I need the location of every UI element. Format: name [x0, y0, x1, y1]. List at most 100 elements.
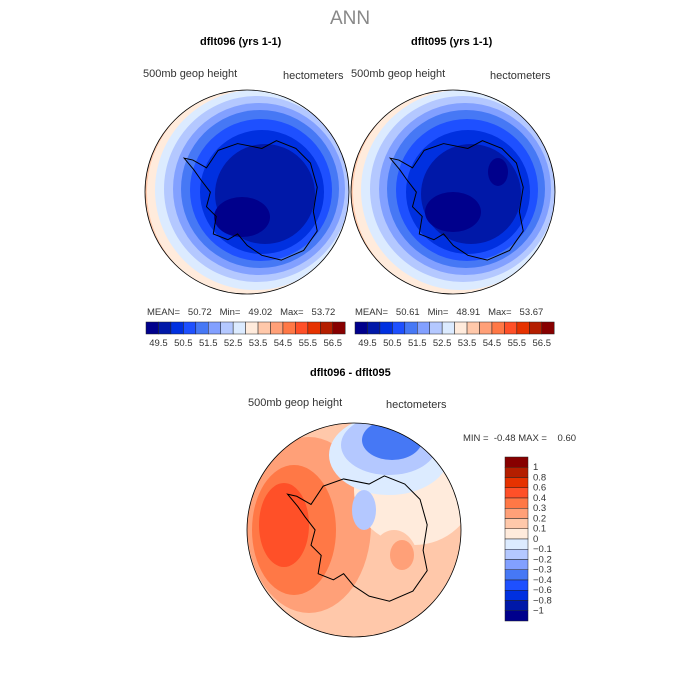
colorbar-cell — [541, 321, 555, 335]
contour-band — [214, 197, 270, 237]
panel1-right-label: hectometers — [283, 70, 344, 82]
antarctica-coastline — [182, 140, 318, 261]
panel1-left-label: 500mb geop height — [143, 68, 238, 80]
colorbar-tick-label: 50.5 — [383, 338, 402, 349]
colorbar-tick-label: 54.5 — [274, 338, 293, 349]
colorbar-tick-label: 0.1 — [533, 524, 546, 535]
colorbar-cell — [491, 321, 505, 335]
antarctica-coastline — [286, 475, 428, 602]
colorbar-tick-label: 0 — [533, 534, 538, 545]
colorbar-tick-label: −0.6 — [533, 585, 552, 596]
colorbar-cell — [417, 321, 430, 335]
panel2-right-label: hectometers — [490, 70, 551, 82]
panel2-stats: MEAN= 50.61 Min= 48.91 Max= 53.67 — [355, 307, 544, 318]
panel3-stats: MIN = -0.48 MAX = 0.60 — [463, 433, 577, 444]
contour-band — [259, 483, 309, 567]
colorbar-cell — [504, 579, 529, 591]
colorbar-cell — [195, 321, 209, 335]
colorbar-cell — [282, 321, 296, 335]
colorbar-cell — [245, 321, 259, 335]
contour-band — [390, 540, 414, 570]
panel2-left-label: 500mb geop height — [351, 68, 446, 80]
contour-band — [488, 158, 508, 186]
colorbar-cell — [504, 508, 529, 519]
colorbar-cell — [504, 549, 529, 560]
panel1-title: dflt096 (yrs 1-1) — [200, 36, 282, 48]
colorbar-cell — [504, 477, 529, 488]
colorbar-tick-label: 56.5 — [324, 338, 343, 349]
colorbar-cell — [354, 321, 368, 335]
map-border — [144, 89, 350, 295]
colorbar-tick-label: 0.6 — [533, 483, 546, 494]
contour-band — [352, 490, 376, 530]
colorbar-cell — [392, 321, 406, 335]
panel3-left-label: 500mb geop height — [248, 397, 343, 409]
colorbar-cell — [504, 590, 529, 601]
colorbar-tick-label: 49.5 — [149, 338, 168, 349]
colorbar-cell — [220, 321, 234, 335]
colorbar-tick-label: 53.5 — [458, 338, 477, 349]
colorbar-tick-label: −0.3 — [533, 565, 552, 576]
colorbar-tick-label: 0.4 — [533, 493, 546, 504]
colorbar-cell — [504, 528, 529, 540]
contour-fills — [247, 423, 461, 637]
colorbar-cell — [379, 321, 393, 335]
panel2-title: dflt095 (yrs 1-1) — [411, 36, 493, 48]
colorbar-cell — [429, 321, 443, 335]
colorbar-cell — [404, 321, 418, 335]
colorbar-cell — [529, 321, 542, 335]
contour-band — [425, 192, 481, 232]
colorbar-cell — [367, 321, 381, 335]
colorbar-cell — [479, 321, 493, 335]
colorbar-cell — [320, 321, 333, 335]
colorbar-cell — [504, 610, 529, 622]
contour-band — [421, 144, 521, 244]
colorbar-tick-label: 51.5 — [199, 338, 218, 349]
colorbar-cell — [504, 569, 529, 581]
colorbar-tick-label: −1 — [533, 606, 544, 617]
colorbar-cell — [516, 321, 530, 335]
colorbar-cell — [504, 538, 529, 550]
colorbar-tick-label: −0.1 — [533, 544, 552, 555]
colorbar-tick-label: −0.4 — [533, 575, 552, 586]
colorbar-cell — [441, 321, 455, 335]
panel3-title: dflt096 - dflt095 — [310, 367, 391, 379]
colorbar-cell — [504, 487, 529, 499]
colorbar-tick-label: 0.3 — [533, 503, 546, 514]
colorbar-cell — [466, 321, 480, 335]
colorbar-cell — [332, 321, 346, 335]
map-border — [350, 89, 556, 295]
colorbar-cell — [504, 600, 529, 611]
colorbar-cell — [504, 497, 529, 509]
colorbar-tick-label: 55.5 — [299, 338, 318, 349]
colorbar-tick-label: 55.5 — [508, 338, 527, 349]
colorbar-cell — [504, 456, 529, 468]
colorbar-tick-label: −0.8 — [533, 595, 552, 606]
colorbar-cell — [504, 321, 518, 335]
colorbar-cell — [208, 321, 221, 335]
colorbar-cell — [270, 321, 284, 335]
colorbar-cell — [504, 559, 529, 570]
figure-title: ANN — [329, 8, 371, 29]
colorbar-cell — [170, 321, 184, 335]
contour-band — [362, 423, 422, 460]
colorbar-tick-label: 56.5 — [533, 338, 552, 349]
colorbar-tick-label: 0.2 — [533, 513, 546, 524]
colorbar-cell — [257, 321, 271, 335]
panel1-stats: MEAN= 50.72 Min= 49.02 Max= 53.72 — [147, 307, 336, 318]
antarctica-coastline — [388, 140, 524, 261]
map-border — [246, 422, 462, 638]
colorbar-tick-label: 49.5 — [358, 338, 377, 349]
colorbar-tick-label: 50.5 — [174, 338, 193, 349]
colorbar-cell — [307, 321, 321, 335]
colorbar-cell — [504, 467, 529, 478]
colorbar-cell — [145, 321, 159, 335]
colorbar-cell — [158, 321, 172, 335]
colorbar-cell — [295, 321, 309, 335]
panel3-right-label: hectometers — [386, 399, 447, 411]
colorbar-tick-label: 52.5 — [224, 338, 243, 349]
colorbar-cell — [232, 321, 246, 335]
colorbar-tick-label: 54.5 — [483, 338, 502, 349]
